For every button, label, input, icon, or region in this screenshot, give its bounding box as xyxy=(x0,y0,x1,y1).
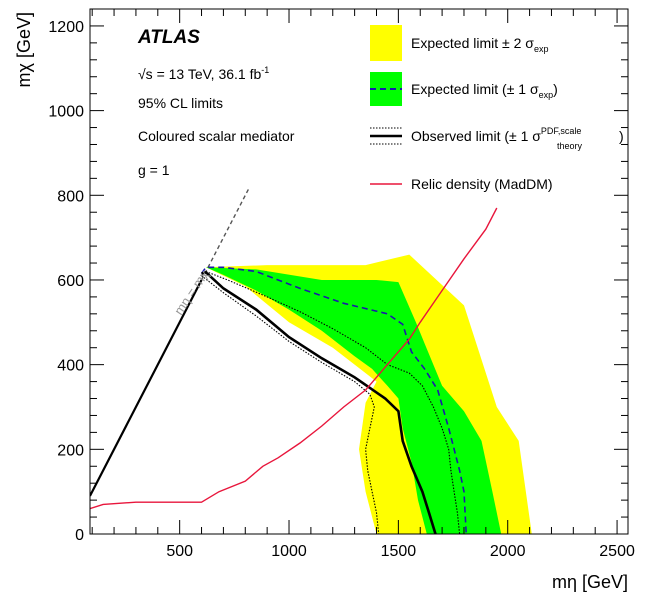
y-tick-label: 200 xyxy=(57,442,84,459)
experiment-label: ATLAS xyxy=(137,27,200,48)
observed-plus-line xyxy=(205,270,461,534)
diagonal-dashed-line xyxy=(200,186,251,281)
y-tick-label: 0 xyxy=(75,527,84,544)
legend-exp2-text: Expected limit ± 2 σ xyxy=(411,35,534,51)
x-tick-label: 2000 xyxy=(490,543,526,560)
x-tick-label: 2500 xyxy=(599,543,635,560)
legend-label-obs: Observed limit (± 1 σPDF,scale theory) xyxy=(411,126,624,151)
y-tick-label: 1200 xyxy=(48,19,84,36)
observed-limit-line xyxy=(201,270,437,534)
relic-density-line xyxy=(90,207,498,510)
energy-lumi-text: √s = 13 TeV, 36.1 fb xyxy=(138,66,261,82)
expected-limit-line xyxy=(200,266,467,534)
model-label: Coloured scalar mediator xyxy=(138,128,295,144)
coupling-label: g = 1 xyxy=(138,162,170,178)
x-tick-label: 500 xyxy=(166,543,193,560)
energy-lumi-exponent: -1 xyxy=(261,65,269,75)
y-tick-label: 800 xyxy=(57,188,84,205)
observed-minus-line xyxy=(201,275,380,534)
x-axis-label: mη [GeV] xyxy=(552,572,628,592)
legend-exp1-text: Expected limit (± 1 σ xyxy=(411,81,539,97)
y-axis-label: mχ [GeV] xyxy=(14,12,34,87)
y-tick-label: 400 xyxy=(57,358,84,375)
legend-obs-text: Observed limit (± 1 σ xyxy=(411,128,541,144)
legend-exp1-sub: exp xyxy=(539,90,554,100)
legend-obs-sub: theory xyxy=(557,141,583,151)
legend-label-exp2: Expected limit ± 2 σexp xyxy=(411,35,548,54)
legend: Expected limit ± 2 σexp Expected limit (… xyxy=(370,25,624,192)
legend-label-relic: Relic density (MadDM) xyxy=(411,176,553,192)
y-tick-label: 600 xyxy=(57,273,84,290)
diagonal-label: mη = mχ xyxy=(171,267,212,317)
plot-series xyxy=(90,186,532,534)
y-tick-label: 1000 xyxy=(48,104,84,121)
x-tick-label: 1500 xyxy=(381,543,417,560)
cl-label: 95% CL limits xyxy=(138,95,223,111)
expected-1sigma-band xyxy=(205,267,502,534)
legend-label-exp1: Expected limit (± 1 σexp) xyxy=(411,81,558,100)
legend-exp1-suffix: ) xyxy=(553,81,558,97)
plot-frame xyxy=(89,8,629,535)
energy-lumi-label: √s = 13 TeV, 36.1 fb-1 xyxy=(138,65,269,82)
legend-obs-suffix: ) xyxy=(619,128,624,144)
legend-exp2-sub: exp xyxy=(534,44,549,54)
x-tick-label: 1000 xyxy=(271,543,307,560)
legend-swatch-exp2 xyxy=(370,25,402,61)
legend-obs-sup: PDF,scale xyxy=(541,126,582,136)
diagonal-line xyxy=(90,279,203,497)
plot-area: 500 1000 1500 2000 2500 0 200 400 600 800 1000 1200 xyxy=(48,8,635,560)
